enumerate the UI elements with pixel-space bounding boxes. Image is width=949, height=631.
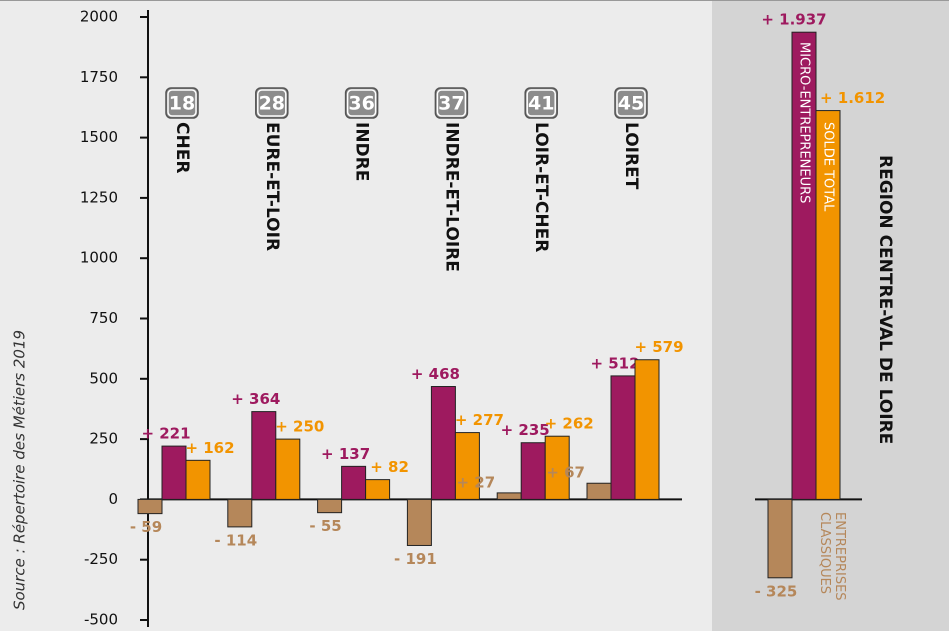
- value-label: + 221: [141, 425, 190, 443]
- value-label: + 1.937: [761, 11, 826, 29]
- value-label: - 59: [130, 518, 162, 536]
- bar: [544, 435, 570, 500]
- y-tick-label: 0: [108, 490, 118, 508]
- category-label: EURE-ET-LOIR: [262, 122, 282, 251]
- category-label: LOIRET: [621, 122, 641, 190]
- value-label: + 162: [185, 439, 234, 457]
- bar: [185, 459, 211, 500]
- code: 36: [348, 93, 374, 115]
- category-label: INDRE-ET-LOIRE: [441, 122, 461, 272]
- y-tick-label: 1750: [80, 68, 118, 86]
- y-tick-label: -250: [84, 550, 118, 568]
- code: 18: [169, 93, 195, 115]
- code-badge-inner: [167, 89, 197, 117]
- legend-label: MICRO-ENTREPRENEURS: [797, 42, 812, 203]
- y-tick-label: 1500: [80, 128, 118, 146]
- bar: [365, 479, 391, 500]
- y-tick-label: 250: [89, 430, 118, 448]
- value-label: + 277: [455, 411, 504, 429]
- bar: [275, 438, 301, 500]
- category-label: CHER: [172, 122, 192, 173]
- value-label: - 55: [309, 517, 341, 535]
- y-tick-label: 2000: [80, 8, 118, 26]
- y-tick-label: 750: [89, 309, 118, 327]
- legend-label: SOLDE TOTAL: [821, 122, 836, 212]
- value-label: - 191: [394, 550, 437, 568]
- bar: [767, 498, 793, 579]
- bar: [341, 465, 367, 500]
- value-label: + 235: [501, 421, 550, 439]
- code-badge: [344, 87, 379, 119]
- value-label: + 137: [321, 445, 370, 463]
- code-badge-inner: [526, 89, 556, 117]
- value-label: - 325: [755, 582, 798, 600]
- bar: [610, 375, 636, 500]
- y-tick-label: 500: [89, 369, 118, 387]
- value-label: + 67: [546, 464, 585, 482]
- y-tick-label: 1000: [80, 249, 118, 267]
- code-badge: [614, 87, 648, 119]
- code-badge-inner: [616, 89, 646, 117]
- bar: [454, 432, 480, 500]
- bar: [586, 482, 612, 500]
- bar: [161, 445, 187, 500]
- bar: [430, 386, 456, 500]
- y-tick-label: -500: [84, 611, 118, 629]
- category-label: REGION CENTRE-VAL DE LOIRE: [875, 155, 895, 444]
- bar: [406, 498, 432, 546]
- code-badge-inner: [257, 89, 287, 117]
- code-badge-inner: [346, 89, 377, 117]
- bar: [227, 498, 253, 528]
- code-badge: [434, 87, 469, 119]
- code-badge-inner: [436, 89, 467, 117]
- value-label: + 262: [545, 415, 594, 433]
- category-label: LOIR-ET-CHER: [531, 122, 551, 252]
- value-label: - 114: [214, 531, 257, 549]
- y-tick-label: 1250: [80, 188, 118, 206]
- code-badge: [524, 87, 558, 119]
- code-badge: [165, 87, 199, 119]
- code: 41: [528, 93, 554, 115]
- source: Source : Répertoire des Métiers 2019: [11, 330, 29, 610]
- value-label: + 82: [370, 458, 409, 476]
- bar: [634, 359, 660, 500]
- value-label: + 250: [275, 418, 324, 436]
- code: 28: [259, 93, 285, 115]
- value-label: + 579: [634, 338, 683, 356]
- value-label: + 27: [457, 473, 496, 491]
- code: 45: [618, 93, 644, 115]
- legend-label: ENTREPRISESCLASSIQUES: [818, 512, 848, 601]
- bar: [496, 492, 522, 500]
- bar: [137, 498, 163, 515]
- bar: [520, 442, 546, 500]
- value-label: + 364: [231, 390, 280, 408]
- code: 37: [438, 93, 464, 115]
- value-label: + 468: [411, 365, 460, 383]
- category-label: INDRE: [352, 122, 372, 181]
- bar: [251, 411, 277, 500]
- bar: [317, 498, 343, 514]
- code-badge: [255, 87, 289, 119]
- value-label: + 512: [590, 354, 639, 372]
- value-label: + 1.612: [820, 89, 885, 107]
- bar: [815, 110, 841, 500]
- bar: [791, 31, 817, 500]
